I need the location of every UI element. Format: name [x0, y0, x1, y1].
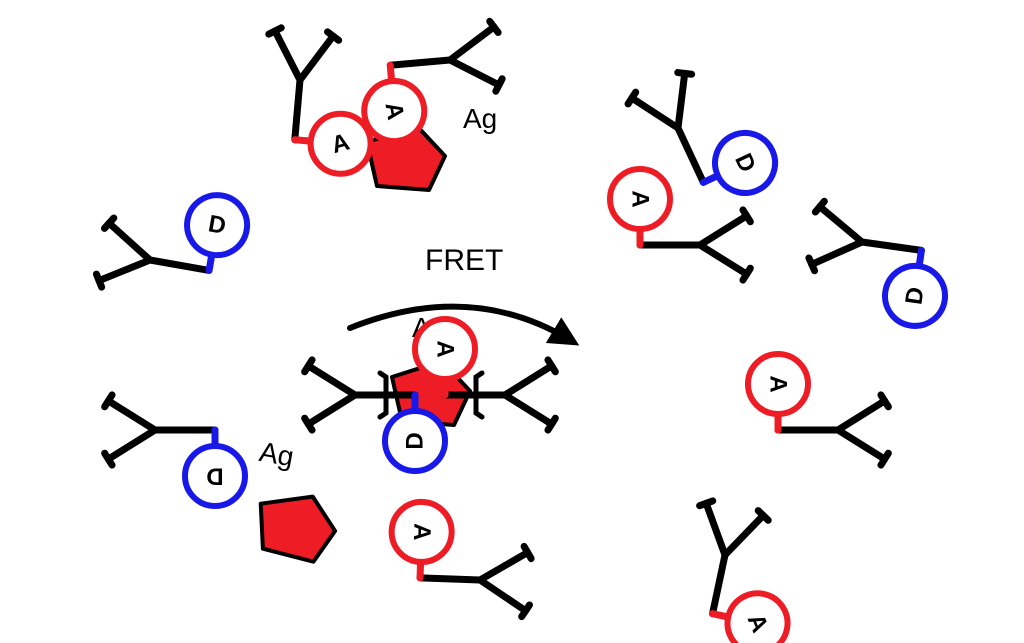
donor-label: D: [402, 432, 429, 449]
antibody-ab-06: D: [802, 200, 956, 330]
antibody-ab-01: A: [257, 27, 380, 176]
fret-label: FRET: [425, 244, 503, 277]
acceptor-label: A: [408, 523, 436, 541]
diagram-svg: AgAgAgAADDADDADAAAFRET: [0, 0, 1024, 643]
antigen-label: Ag: [463, 103, 497, 134]
acceptor-label: A: [765, 375, 792, 392]
acceptor-label: A: [627, 190, 654, 207]
antibody-ab-04: D: [94, 176, 252, 310]
antibody-ab-11: A: [389, 501, 533, 617]
donor-label: D: [206, 463, 223, 490]
antibody-ab-09: D: [105, 395, 245, 506]
acceptor-label: A: [432, 340, 459, 357]
diagram-canvas: AgAgAgAADDADDADAAAFRET: [0, 0, 1024, 643]
antigen-ag-bottom: Ag: [243, 436, 350, 565]
antibody-ab-12: A: [672, 498, 810, 643]
antigen-label: Ag: [257, 436, 296, 472]
antibody-ab-10: A: [748, 354, 888, 465]
